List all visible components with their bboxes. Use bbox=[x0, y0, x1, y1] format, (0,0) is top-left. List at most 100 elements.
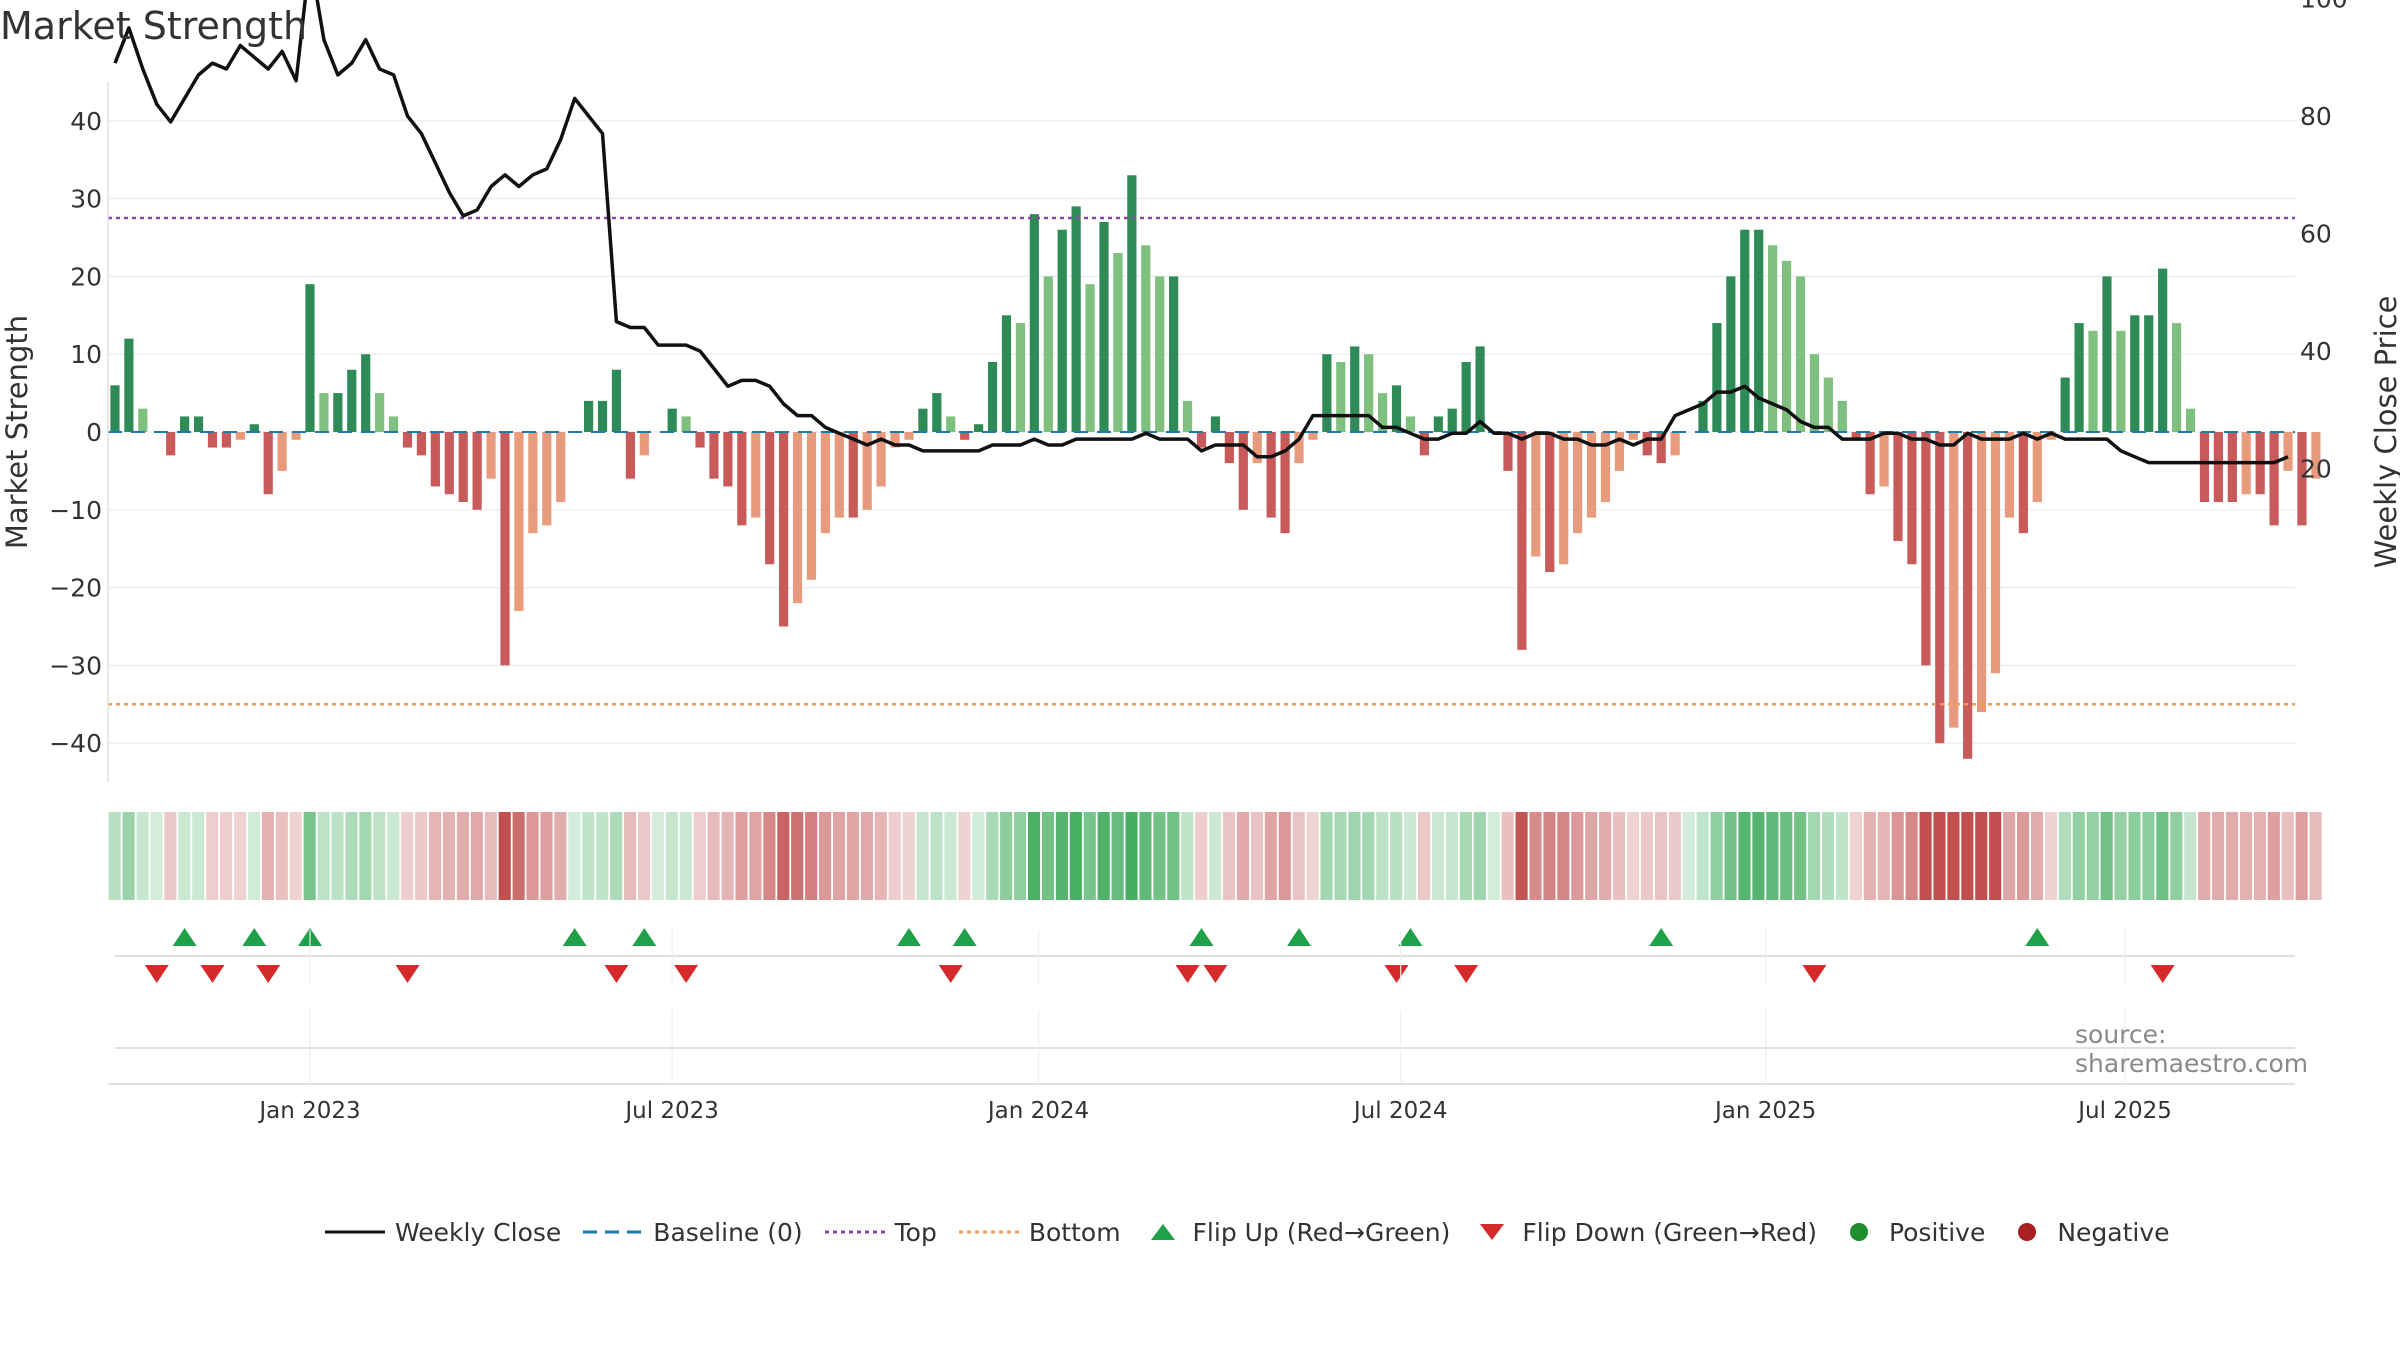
triangle-up-icon bbox=[1150, 1224, 1175, 1240]
heat-cell bbox=[1571, 812, 1584, 900]
strength-bar bbox=[249, 424, 259, 432]
strength-bar bbox=[681, 416, 691, 432]
strength-bar bbox=[1029, 214, 1039, 432]
strength-bar bbox=[611, 369, 622, 432]
strength-bar bbox=[305, 284, 315, 432]
strength-bar bbox=[1851, 432, 1861, 440]
x-tick-label: Jan 2024 bbox=[986, 1098, 1089, 1124]
strength-bar bbox=[430, 432, 440, 487]
heat-cell bbox=[874, 812, 887, 900]
heat-cell bbox=[902, 812, 915, 900]
strength-bar bbox=[1837, 400, 1847, 432]
strength-bar bbox=[779, 432, 789, 627]
heat-cell bbox=[1654, 812, 1667, 900]
heat-cell bbox=[2156, 812, 2169, 900]
heat-cell bbox=[220, 812, 233, 900]
heat-cell bbox=[317, 812, 330, 900]
y-axis-title-left: Market Strength bbox=[0, 315, 34, 549]
weekly-close-series bbox=[113, 0, 2289, 465]
y-tick-label-left: −20 bbox=[49, 574, 102, 603]
heat-cell bbox=[1947, 812, 1960, 900]
strength-bar bbox=[180, 416, 190, 432]
heat-cell bbox=[2295, 812, 2308, 900]
strength-bar bbox=[1001, 315, 1012, 432]
heat-cell bbox=[846, 812, 860, 900]
axes: 403020100−10−20−30−4012010080604020Marke… bbox=[0, 0, 2400, 782]
heat-cell bbox=[665, 812, 678, 900]
strength-bar bbox=[625, 432, 635, 479]
heat-cell bbox=[721, 812, 734, 900]
strength-bar bbox=[960, 432, 970, 440]
heat-cell bbox=[805, 812, 818, 900]
strength-bar bbox=[277, 432, 287, 471]
flip-up-marker bbox=[172, 928, 197, 946]
heat-cell bbox=[1069, 812, 1082, 900]
heat-cell bbox=[1891, 812, 1904, 900]
strength-bar bbox=[1921, 432, 1931, 666]
heat-cell bbox=[2253, 812, 2266, 900]
strength-bar bbox=[695, 432, 705, 448]
heat-cell bbox=[2212, 812, 2225, 900]
flip-down-marker bbox=[604, 965, 629, 983]
strength-bar bbox=[1461, 361, 1471, 432]
heat-cell bbox=[2100, 812, 2113, 900]
strength-bar bbox=[124, 338, 134, 432]
strength-bar bbox=[1990, 432, 2001, 674]
heat-cell bbox=[1111, 812, 1124, 900]
heat-cell bbox=[1599, 812, 1612, 900]
heat-cell bbox=[289, 812, 302, 900]
line-swatch-icon bbox=[325, 1230, 385, 1234]
strength-bar bbox=[583, 400, 594, 432]
strength-bar bbox=[1754, 229, 1764, 432]
heat-cell bbox=[1097, 812, 1110, 900]
strength-bar bbox=[333, 393, 343, 432]
heat-cell bbox=[1682, 812, 1695, 900]
strength-bar bbox=[737, 432, 747, 526]
heat-cell bbox=[442, 812, 456, 900]
heat-cell bbox=[1724, 812, 1737, 900]
strength-bar bbox=[946, 416, 956, 432]
strength-bar bbox=[1224, 432, 1234, 464]
heat-cell bbox=[2170, 812, 2183, 900]
heat-cell bbox=[1933, 812, 1946, 900]
strength-bar bbox=[1586, 432, 1597, 518]
flip-down-marker bbox=[938, 965, 963, 983]
strength-bar bbox=[1670, 432, 1680, 456]
strength-bar bbox=[1976, 432, 1987, 713]
heat-cell bbox=[1445, 812, 1459, 900]
heat-cell bbox=[944, 812, 957, 900]
heat-cell bbox=[679, 812, 692, 900]
heat-cell bbox=[108, 812, 121, 900]
strength-bar bbox=[1726, 276, 1736, 432]
heat-cell bbox=[1209, 812, 1222, 900]
heat-cell bbox=[1668, 812, 1681, 900]
strength-bar bbox=[2144, 315, 2154, 432]
legend-label: Flip Up (Red→Green) bbox=[1192, 1217, 1451, 1247]
heat-cell bbox=[1640, 812, 1654, 900]
legend-flip-down: Flip Down (Green→Red) bbox=[1472, 1218, 1817, 1247]
strength-bar bbox=[1182, 400, 1193, 432]
heat-cell bbox=[707, 812, 720, 900]
heat-cell bbox=[1961, 812, 1974, 900]
strength-bar bbox=[1475, 346, 1485, 432]
strength-bar bbox=[1113, 253, 1123, 432]
strength-bar bbox=[2199, 432, 2210, 503]
strength-bar bbox=[1169, 276, 1179, 432]
y-tick-label-left: 20 bbox=[70, 262, 102, 291]
heat-cell bbox=[2072, 812, 2085, 900]
heat-cell bbox=[1459, 812, 1472, 900]
heat-cell bbox=[1027, 812, 1041, 900]
strength-bar bbox=[500, 432, 510, 666]
strength-bar bbox=[1238, 432, 1248, 510]
strength-bar bbox=[834, 432, 844, 518]
strength-bar bbox=[2311, 432, 2321, 479]
strength-bar bbox=[1795, 276, 1806, 432]
heat-cell bbox=[2003, 812, 2016, 900]
strength-bar bbox=[820, 432, 830, 534]
strength-bar bbox=[1781, 260, 1792, 432]
flip-down-marker bbox=[256, 965, 281, 983]
strength-bar bbox=[402, 432, 413, 448]
heat-cell bbox=[888, 812, 901, 900]
y-tick-label-right: 20 bbox=[2300, 455, 2332, 484]
strength-bar bbox=[974, 424, 984, 432]
